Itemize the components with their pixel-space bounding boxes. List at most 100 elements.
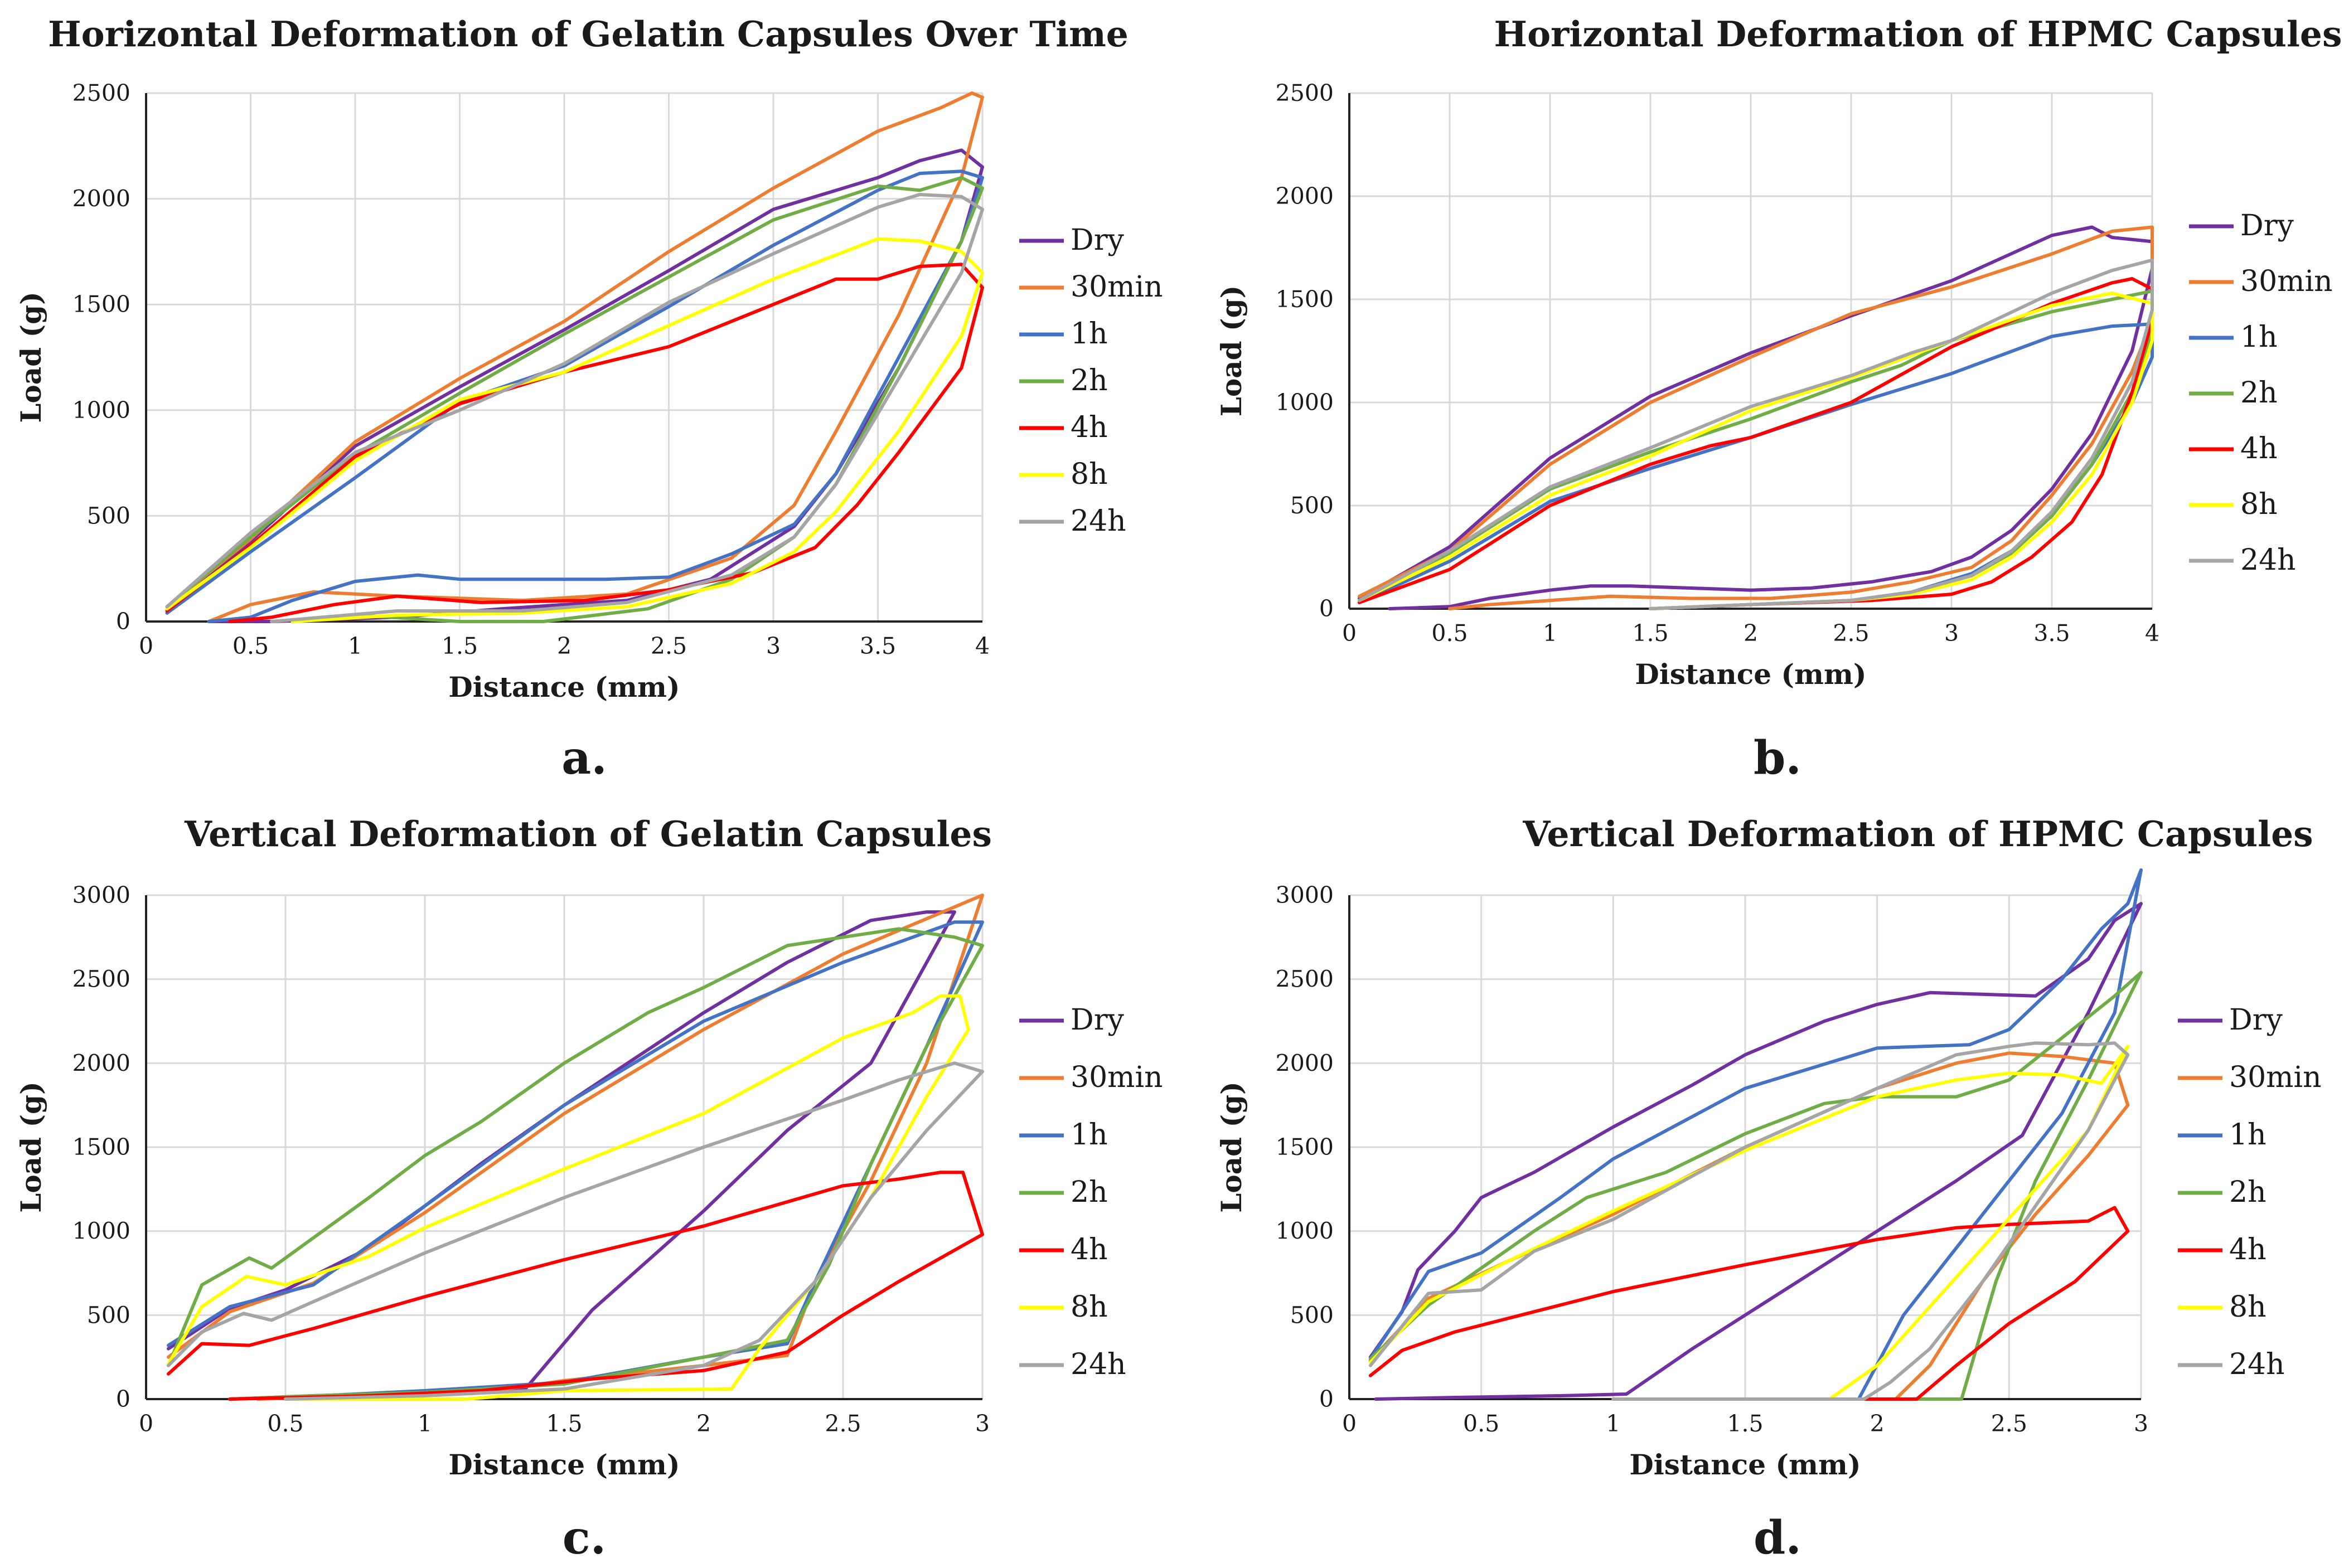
x-tick-label: 0.5 [1431,620,1468,647]
y-tick-label: 2500 [1276,966,1334,993]
legend-label-4h: 4h [1071,1233,1108,1266]
legend-label-24h: 24h [1071,1348,1126,1381]
legend-label-Dry: Dry [2229,1003,2283,1037]
x-tick-label: 4 [2145,620,2159,647]
panel-label: c. [563,1511,606,1565]
x-tick-label: 2 [696,1410,711,1437]
x-tick-label: 4 [975,633,990,659]
legend-label-30min: 30min [2229,1061,2322,1094]
legend-label-1h: 1h [1071,1118,1108,1152]
legend-label-1h: 1h [1071,317,1108,351]
series-line-2h [165,176,984,623]
y-tick-label: 500 [87,1302,130,1328]
legend-label-1h: 1h [2229,1118,2266,1152]
y-tick-label: 0 [1319,1386,1334,1412]
y-tick-label: 0 [1319,595,1334,622]
legend-label-4h: 4h [1071,411,1108,444]
x-tick-label: 3 [1944,620,1959,647]
x-tick-label: 1 [418,1410,432,1437]
series-line-30min [1368,1051,2130,1401]
legend-label-8h: 8h [1071,1290,1108,1324]
series-line-4h [167,1171,984,1401]
series-line-24h [167,1061,984,1401]
series-line-2h [167,927,984,1401]
x-tick-label: 3.5 [860,633,896,659]
series-line-24h [1368,1041,2130,1401]
series-line-1h [1368,868,2143,1401]
y-tick-label: 3000 [1276,882,1334,909]
legend-label-2h: 2h [2240,376,2278,410]
y-tick-label: 1500 [72,291,130,318]
x-tick-label: 2 [1744,620,1758,647]
x-tick-label: 2.5 [825,1410,861,1437]
legend-label-24h: 24h [2229,1348,2285,1381]
x-tick-label: 3 [975,1410,990,1437]
y-axis-label: Load (g) [14,1081,47,1213]
legend-label-30min: 30min [2240,265,2333,298]
y-tick-label: 3000 [72,882,130,909]
x-axis-label: Distance (mm) [448,671,680,703]
series-line-30min [1358,225,2154,610]
chart-title: Horizontal Deformation of Gelatin Capsul… [48,13,1129,55]
x-axis-label: Distance (mm) [448,1448,680,1481]
y-tick-label: 1500 [1276,286,1334,313]
legend-label-30min: 30min [1071,270,1163,304]
y-tick-label: 2000 [72,186,130,212]
y-tick-label: 2500 [72,966,130,993]
x-tick-label: 0 [139,1410,153,1437]
legend-label-30min: 30min [1071,1061,1163,1094]
legend-label-Dry: Dry [2240,209,2294,242]
x-tick-label: 3 [2134,1410,2148,1437]
legend-label-8h: 8h [1071,458,1108,491]
series-line-24h [165,193,984,623]
x-tick-label: 1 [348,633,362,659]
y-axis-label: Load (g) [14,292,47,423]
x-tick-label: 2.5 [1833,620,1869,647]
x-tick-label: 3 [766,633,781,659]
y-tick-label: 500 [1290,492,1334,519]
x-tick-label: 1 [1606,1410,1620,1437]
x-tick-label: 2 [557,633,572,659]
panel-d-vertical-hpmc: Vertical Deformation of HPMC Capsules 0 0.… [1215,813,2322,1565]
legend-label-2h: 2h [2229,1176,2266,1209]
series-line-1h [1358,322,2154,610]
y-tick-label: 1000 [1276,1218,1334,1245]
x-tick-label: 0 [1342,1410,1357,1437]
x-tick-label: 3.5 [2033,620,2070,647]
legend-label-1h: 1h [2240,321,2278,354]
series-line-Dry [165,148,984,623]
series-line-8h [1368,1045,2130,1401]
legend-label-8h: 8h [2240,488,2278,521]
y-tick-label: 0 [116,608,130,635]
x-tick-label: 2.5 [1991,1410,2027,1437]
x-tick-label: 0.5 [1463,1410,1499,1437]
y-tick-label: 2000 [1276,183,1334,210]
series-line-8h [165,237,984,623]
y-tick-label: 1000 [72,1218,130,1245]
legend-label-24h: 24h [2240,543,2296,577]
x-axis-label: Distance (mm) [1629,1448,1861,1481]
series-line-Dry [1368,902,2143,1401]
x-axis-label: Distance (mm) [1635,658,1866,691]
series-line-4h [1358,277,2154,610]
legend-label-4h: 4h [2229,1233,2266,1266]
y-tick-label: 2500 [1276,80,1334,106]
y-tick-label: 1000 [1276,389,1334,416]
x-tick-label: 0.5 [233,633,269,659]
chart-title: Horizontal Deformation of HPMC Capsules [1494,13,2342,55]
y-tick-label: 500 [1290,1302,1334,1328]
x-tick-label: 2.5 [651,633,687,659]
x-tick-label: 1 [1543,620,1557,647]
y-tick-label: 0 [116,1386,130,1412]
y-tick-label: 2000 [1276,1050,1334,1076]
y-tick-label: 2000 [72,1050,130,1076]
panel-label: b. [1754,731,1801,785]
y-tick-label: 500 [87,502,130,529]
legend-label-Dry: Dry [1071,1003,1125,1037]
y-tick-label: 1500 [72,1134,130,1161]
chart-title: Vertical Deformation of Gelatin Capsules [184,813,992,855]
y-tick-label: 1500 [1276,1134,1334,1161]
panel-label: d. [1754,1511,1801,1565]
x-tick-label: 1.5 [1727,1410,1763,1437]
